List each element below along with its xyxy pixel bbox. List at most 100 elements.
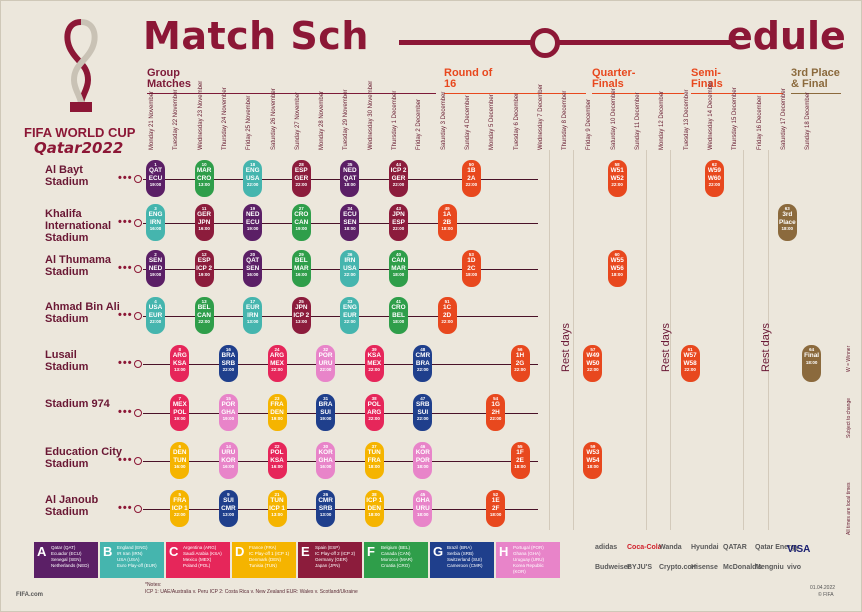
match-card[interactable]: 6 DEN TUN 16:00 [170, 442, 190, 479]
match-card[interactable]: 47 SRB SUI 22:00 [413, 394, 433, 431]
match-card[interactable]: 58 W51 W52 22:00 [607, 160, 627, 197]
match-card[interactable]: 36 IRN USA 22:00 [340, 250, 360, 287]
match-card[interactable]: 11 GER JPN 16:00 [194, 204, 214, 241]
match-card[interactable]: 61 W57 W58 22:00 [680, 345, 700, 382]
match-card[interactable]: 23 FRA DEN 19:00 [267, 394, 287, 431]
match-card[interactable]: 20 QAT SEN 16:00 [243, 250, 263, 287]
match-card[interactable]: 4 USA EUR 22:00 [146, 297, 165, 334]
match-card[interactable]: 2 SEN NED 19:00 [146, 250, 165, 287]
match-card[interactable]: 1 QAT ECU 19:00 [146, 160, 165, 197]
match-card[interactable]: 14 URU KOR 16:00 [218, 442, 238, 479]
match-a: 1C [443, 304, 452, 311]
match-card[interactable]: 12 ESP ICP 2 19:00 [194, 250, 214, 287]
match-t: 18:00 [417, 464, 429, 469]
match-card[interactable]: 15 POR GHA 19:00 [218, 394, 238, 431]
match-card[interactable]: 54 1G 2H 22:00 [486, 394, 506, 431]
match-card[interactable]: 40 CAN MAR 18:00 [389, 250, 408, 287]
match-b: USA [343, 264, 357, 272]
group-team: Saudi Arabia (KSA) [183, 551, 222, 556]
match-card[interactable]: 21 TUN ICP 1 13:00 [267, 490, 287, 527]
day-header: Sunday 27 November [295, 92, 306, 150]
match-card[interactable]: 38 ICP 1 DEN 18:00 [364, 490, 384, 527]
day-label: Sunday 4 December [464, 95, 471, 150]
match-card[interactable]: 60 W55 W56 18:00 [607, 250, 627, 287]
match-card[interactable]: 37 TUN FRA 18:00 [364, 442, 384, 479]
match-card[interactable]: 19 NED ECU 19:00 [243, 204, 263, 241]
match-card[interactable]: 5 FRA ICP 1 22:00 [170, 490, 190, 527]
match-t: 19:00 [319, 416, 332, 421]
match-card[interactable]: 33 ENG EUR 22:00 [340, 297, 360, 334]
match-card[interactable]: 50 1B 2A 22:00 [461, 160, 481, 197]
match-card[interactable]: 17 EUR IRN 13:00 [243, 297, 263, 334]
match-card[interactable]: 9 SUI CMR 13:00 [218, 490, 238, 527]
match-card[interactable]: 56 1H 2G 22:00 [510, 345, 530, 382]
match-a: MEX [172, 401, 187, 408]
match-card[interactable]: 44 ICP 2 GER 22:00 [389, 160, 408, 197]
match-card[interactable]: 55 1F 2E 18:00 [510, 442, 530, 479]
match-n: 59 [590, 444, 596, 449]
match-card[interactable]: 52 1E 2F 18:00 [486, 490, 506, 527]
match-card[interactable]: 53 1D 2C 18:00 [461, 250, 481, 287]
match-card[interactable]: 10 MAR CRO 13:00 [194, 160, 214, 197]
match-card[interactable]: 28 ESP GER 22:00 [291, 160, 311, 197]
match-card[interactable]: 38 POL ARG 22:00 [364, 394, 384, 431]
match-card[interactable]: 35 NED QAT 18:00 [340, 160, 360, 197]
match-card[interactable]: 39 KSA MEX 22:00 [364, 345, 384, 382]
day-label: Monday 5 December [489, 94, 496, 150]
match-card[interactable]: 3 ENG IRN 16:00 [146, 204, 165, 241]
match-card[interactable]: 31 BRA SUI 19:00 [316, 394, 336, 431]
match-card[interactable]: 25 JPN ICP 2 13:00 [291, 297, 311, 334]
sponsor-logo: adidas [595, 544, 618, 551]
match-card[interactable]: 41 CRO BEL 18:00 [389, 297, 408, 334]
match-a: KOR [415, 449, 430, 456]
match-card[interactable]: 29 BEL MAR 16:00 [291, 250, 311, 287]
match-card[interactable]: 7 MEX POL 19:00 [170, 394, 190, 431]
match-a: CMR [415, 352, 431, 359]
day-header: Friday 25 November [246, 92, 257, 150]
match-card[interactable]: 18 ENG USA 22:00 [243, 160, 263, 197]
match-b: POL [173, 408, 187, 416]
match-card[interactable]: 27 CRO CAN 19:00 [291, 204, 311, 241]
match-n: 18 [250, 162, 256, 167]
match-card[interactable]: 32 POR URU 22:00 [316, 345, 336, 382]
match-b: JPN [197, 218, 211, 226]
match-card[interactable]: 30 KOR GHA 16:00 [316, 442, 336, 479]
match-card[interactable]: 62 W59 W60 22:00 [704, 160, 724, 197]
notes-body: ICP 1: UAE/Australia v. Peru ICP 2: Cost… [145, 589, 358, 595]
match-b: GHA [318, 456, 333, 464]
venue-name: Al Thumama Stadium [45, 254, 112, 278]
day-label: Sunday 27 November [294, 91, 301, 150]
match-card[interactable]: 24 ARG MEX 22:00 [267, 345, 287, 382]
match-t: 18:00 [344, 182, 356, 187]
match-card[interactable]: 8 ARG KSA 13:00 [170, 345, 190, 382]
sponsor-logo: McDonald's [723, 564, 763, 571]
match-a: POL [367, 401, 381, 408]
match-card[interactable]: 49 1A 2B 18:00 [437, 204, 457, 241]
match-card[interactable]: 63 3rd Place 18:00 [777, 204, 797, 241]
match-card[interactable]: 43 JPN ESP 22:00 [389, 204, 408, 241]
match-n: 15 [225, 396, 231, 401]
match-n: 27 [298, 206, 304, 211]
match-card[interactable]: 26 CMR SRB 13:00 [316, 490, 336, 527]
match-card[interactable]: 46 KOR POR 18:00 [413, 442, 433, 479]
match-card[interactable]: 48 CMR BRA 22:00 [413, 345, 433, 382]
match-card[interactable]: 64 Final 18:00 [802, 345, 822, 382]
match-card[interactable]: 34 ECU SEN 18:00 [340, 204, 360, 241]
match-card[interactable]: 22 POL KSA 16:00 [267, 442, 287, 479]
match-t: 22:00 [319, 367, 332, 372]
gridline [670, 150, 672, 530]
match-card[interactable]: 13 BEL CAN 22:00 [194, 297, 214, 334]
match-card[interactable]: 16 BRA SRB 22:00 [218, 345, 238, 382]
venue-timeline [143, 364, 538, 365]
match-a: 1F [516, 449, 524, 456]
match-card[interactable]: 51 1C 2D 22:00 [437, 297, 457, 334]
group-team: Japan (JPN) [315, 563, 341, 568]
match-card[interactable]: 45 GHA URU 18:00 [413, 490, 433, 527]
match-a: CAN [391, 257, 406, 264]
match-card[interactable]: 57 W49 W50 22:00 [583, 345, 603, 382]
match-card[interactable]: 59 W53 W54 18:00 [583, 442, 603, 479]
match-t: 18:00 [514, 464, 526, 469]
group-team: Tunisia (TUN) [249, 563, 277, 568]
rest-days-label-1: Rest days [560, 323, 572, 372]
day-header: Saturday 3 December [441, 92, 452, 150]
